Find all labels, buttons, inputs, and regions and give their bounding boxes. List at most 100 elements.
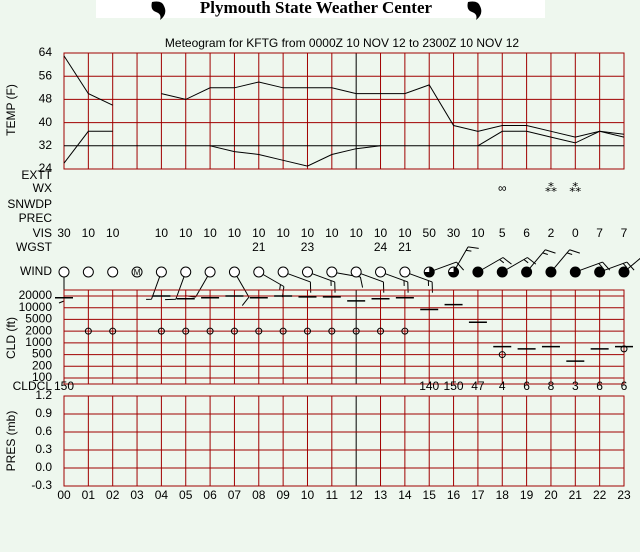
y-tick-label: 24 <box>39 161 53 175</box>
wind-barb <box>529 249 556 269</box>
row-value: 47 <box>471 379 485 393</box>
hurricane-icon <box>467 1 482 20</box>
station-circle <box>180 266 192 278</box>
x-tick-label: 06 <box>203 488 217 502</box>
row-value: 6 <box>596 379 603 393</box>
station-circle <box>569 266 581 278</box>
row-value: 7 <box>621 226 628 240</box>
y-tick-label: 100 <box>32 370 52 384</box>
row-value: 21 <box>398 240 412 254</box>
cloud-layer <box>255 327 263 335</box>
row-value: 30 <box>447 226 461 240</box>
row-label: CLDCL <box>13 379 53 393</box>
row-value: 3 <box>572 379 579 393</box>
panel-border <box>63 395 625 487</box>
cloud-layer <box>377 327 385 335</box>
wind-barb <box>553 249 580 269</box>
x-tick-label: 00 <box>57 488 71 502</box>
wind-barb <box>262 274 285 298</box>
panel-border <box>63 289 625 385</box>
y-tick-label: 64 <box>39 45 53 59</box>
x-tick-label: 05 <box>179 488 193 502</box>
x-tick-label: 22 <box>593 488 607 502</box>
x-tick-label: 14 <box>398 488 412 502</box>
row-value: 6 <box>621 379 628 393</box>
station-circle <box>277 266 289 278</box>
y-tick-label: 20000 <box>19 288 53 302</box>
wind-barb <box>409 273 433 293</box>
y-tick-label: 0.6 <box>35 424 52 438</box>
row-value: 10 <box>82 226 96 240</box>
cloud-layer <box>498 351 506 359</box>
wind-barb <box>312 273 336 293</box>
y-tick-label: 0.3 <box>35 442 52 456</box>
station-circle <box>350 266 362 278</box>
station-circle <box>472 266 484 278</box>
cloud-layer <box>401 327 409 335</box>
row-value: ∞ <box>498 181 507 195</box>
cloud-layer <box>620 345 628 353</box>
wind-barb <box>481 257 512 270</box>
x-tick-label: 21 <box>569 488 583 502</box>
wind-barb <box>385 273 409 293</box>
row-label: SNWDP <box>7 197 52 211</box>
row-value: 50 <box>423 226 437 240</box>
row-value: 10 <box>325 226 339 240</box>
wind-barb <box>360 273 385 293</box>
temp-line <box>63 55 625 138</box>
row-value: 6 <box>523 379 530 393</box>
cloud-layer <box>109 327 117 335</box>
row-label: WIND <box>20 264 52 278</box>
row-label: PREC <box>19 211 53 225</box>
wind-barb <box>165 276 185 301</box>
row-value: 4 <box>499 379 506 393</box>
station-circle <box>301 266 313 278</box>
x-tick-label: 09 <box>276 488 290 502</box>
row-value: 8 <box>548 379 555 393</box>
x-tick-label: 17 <box>471 488 485 502</box>
station-circle <box>545 266 557 278</box>
row-value: 24 <box>374 240 388 254</box>
x-tick-label: 23 <box>617 488 631 502</box>
station-circle <box>253 266 265 278</box>
row-value: 10 <box>106 226 120 240</box>
cloud-layer <box>230 327 238 335</box>
cloud-layer <box>303 327 311 335</box>
row-value: 10 <box>179 226 193 240</box>
y-tick-label: -0.3 <box>31 478 52 492</box>
cloud-layer <box>279 327 287 335</box>
y-tick-label: 56 <box>39 68 53 82</box>
station-circle <box>131 266 143 278</box>
x-tick-label: 10 <box>301 488 315 502</box>
x-tick-label: 19 <box>520 488 534 502</box>
y-tick-label: 5000 <box>25 312 52 326</box>
row-value: 10 <box>155 226 169 240</box>
y-tick-label: 10000 <box>19 300 53 314</box>
y-tick-label: 40 <box>39 115 53 129</box>
wind-barb <box>604 261 635 271</box>
y-tick-label: 32 <box>39 138 53 152</box>
cloud-layer <box>182 327 190 335</box>
row-value: ⁂ <box>545 181 557 195</box>
y-tick-label: 0.9 <box>35 406 52 420</box>
y-tick-label: 1.2 <box>35 388 52 402</box>
x-tick-label: 03 <box>130 488 144 502</box>
row-value: 21 <box>252 240 266 254</box>
y-tick-label: 0.0 <box>35 460 52 474</box>
wind-barb <box>58 277 65 304</box>
row-value: 5 <box>499 226 506 240</box>
station-circle <box>375 266 387 278</box>
x-tick-label: 15 <box>423 488 437 502</box>
wind-barb <box>627 257 640 270</box>
station-circle <box>155 266 167 278</box>
y-axis-label: TEMP (F) <box>4 84 18 136</box>
row-label: VIS <box>33 226 52 240</box>
missing-label: M <box>134 268 141 277</box>
x-tick-label: 02 <box>106 488 120 502</box>
y-tick-label: 200 <box>32 358 52 372</box>
row-value: 7 <box>596 226 603 240</box>
hurricane-icon <box>151 1 166 20</box>
cloud-layer <box>352 327 360 335</box>
row-label: WGST <box>16 240 53 254</box>
wind-barb <box>455 246 479 268</box>
